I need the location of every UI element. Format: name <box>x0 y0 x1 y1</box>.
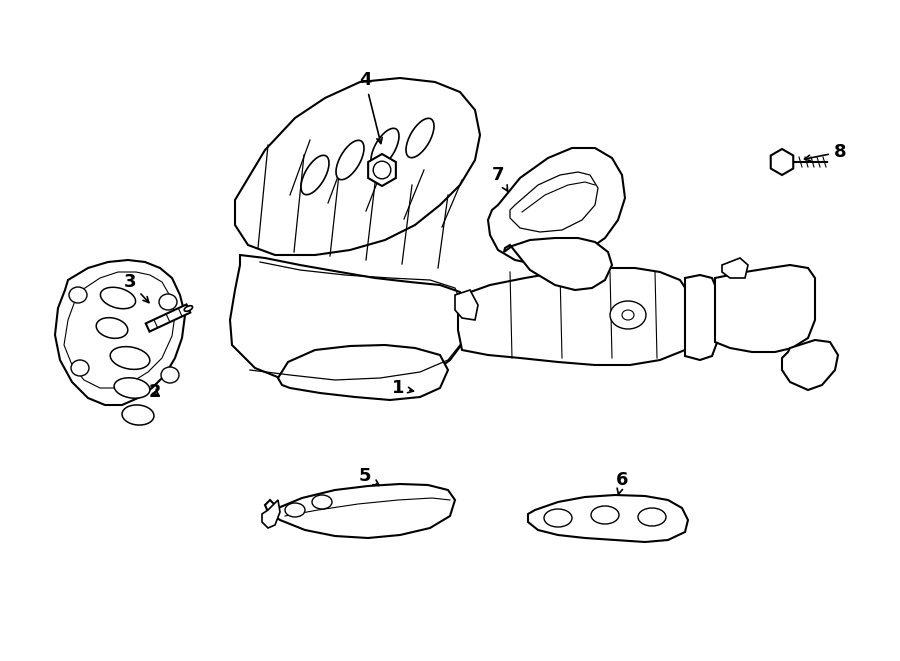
Text: 7: 7 <box>491 166 508 191</box>
Ellipse shape <box>622 310 634 320</box>
Ellipse shape <box>101 288 136 309</box>
Polygon shape <box>528 495 688 542</box>
Ellipse shape <box>336 140 364 180</box>
Ellipse shape <box>301 155 329 195</box>
Text: 2: 2 <box>148 383 161 401</box>
Polygon shape <box>685 275 718 360</box>
Ellipse shape <box>110 346 149 369</box>
Ellipse shape <box>312 495 332 509</box>
Polygon shape <box>278 345 448 400</box>
Ellipse shape <box>544 509 572 527</box>
Ellipse shape <box>610 301 646 329</box>
Ellipse shape <box>374 161 391 178</box>
Ellipse shape <box>122 405 154 425</box>
Polygon shape <box>55 260 185 405</box>
Text: 5: 5 <box>359 467 379 485</box>
Polygon shape <box>368 154 396 186</box>
Polygon shape <box>455 290 478 320</box>
Ellipse shape <box>371 128 399 168</box>
Polygon shape <box>504 238 612 290</box>
Text: 3: 3 <box>124 273 148 303</box>
Polygon shape <box>488 148 625 265</box>
Polygon shape <box>510 172 598 232</box>
Polygon shape <box>230 255 470 390</box>
Ellipse shape <box>285 503 305 517</box>
Polygon shape <box>235 78 480 255</box>
Ellipse shape <box>114 378 150 398</box>
Ellipse shape <box>96 318 128 338</box>
Ellipse shape <box>184 305 193 311</box>
Text: 4: 4 <box>359 71 382 143</box>
Text: 6: 6 <box>616 471 628 495</box>
Ellipse shape <box>638 508 666 526</box>
Polygon shape <box>262 500 280 528</box>
Polygon shape <box>770 149 793 175</box>
Polygon shape <box>146 305 190 332</box>
Ellipse shape <box>161 367 179 383</box>
Text: 1: 1 <box>392 379 413 397</box>
Polygon shape <box>458 268 695 365</box>
Text: 8: 8 <box>805 143 846 161</box>
Ellipse shape <box>406 118 434 158</box>
Polygon shape <box>722 258 748 278</box>
Ellipse shape <box>159 294 177 310</box>
Polygon shape <box>782 340 838 390</box>
Polygon shape <box>265 484 455 538</box>
Ellipse shape <box>71 360 89 376</box>
Polygon shape <box>715 265 815 352</box>
Ellipse shape <box>591 506 619 524</box>
Ellipse shape <box>69 287 87 303</box>
